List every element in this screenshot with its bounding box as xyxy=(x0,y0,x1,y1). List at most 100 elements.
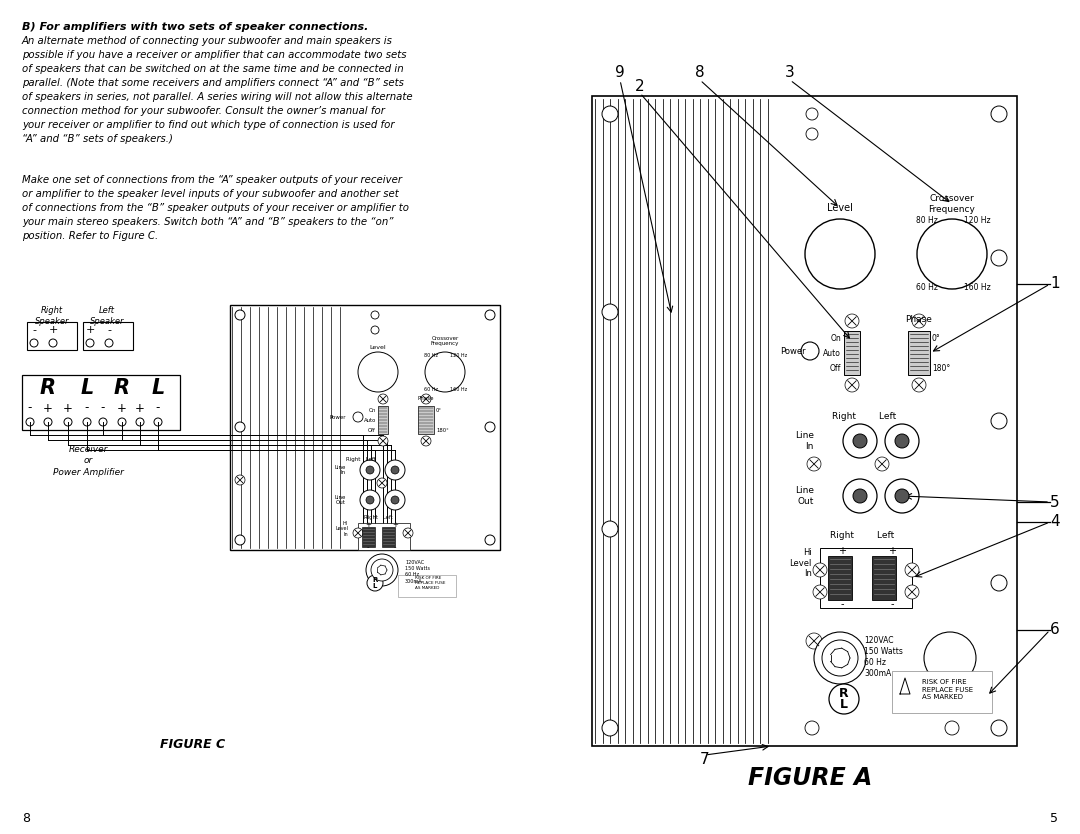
Bar xyxy=(592,96,1017,746)
Circle shape xyxy=(602,521,618,537)
Text: -: - xyxy=(394,544,396,550)
Circle shape xyxy=(384,490,405,510)
Bar xyxy=(382,527,395,547)
Text: Crossover
Frequency: Crossover Frequency xyxy=(431,335,459,346)
Circle shape xyxy=(806,128,818,140)
Circle shape xyxy=(360,460,380,480)
Circle shape xyxy=(912,314,926,328)
Circle shape xyxy=(366,496,374,504)
Text: L: L xyxy=(80,378,94,398)
Circle shape xyxy=(378,436,388,446)
Text: Right   Left: Right Left xyxy=(364,515,392,520)
Text: Off: Off xyxy=(368,428,376,433)
Bar xyxy=(843,331,860,375)
Circle shape xyxy=(136,418,144,426)
Circle shape xyxy=(991,575,1007,591)
Circle shape xyxy=(885,479,919,513)
Circle shape xyxy=(843,479,877,513)
Bar xyxy=(828,556,852,600)
Circle shape xyxy=(845,378,859,392)
Text: -: - xyxy=(100,401,105,414)
Text: 5: 5 xyxy=(1050,811,1058,825)
Text: L: L xyxy=(151,378,164,398)
Circle shape xyxy=(353,412,363,422)
Text: +: + xyxy=(117,401,127,414)
Text: Line
Out: Line Out xyxy=(335,495,346,505)
Bar xyxy=(908,331,930,375)
Circle shape xyxy=(403,528,413,538)
Circle shape xyxy=(372,326,379,334)
Circle shape xyxy=(813,563,827,577)
Circle shape xyxy=(801,342,819,360)
Circle shape xyxy=(991,250,1007,266)
Text: 6: 6 xyxy=(1050,622,1059,637)
Text: Left
Speaker: Left Speaker xyxy=(90,306,124,326)
Circle shape xyxy=(991,106,1007,122)
Text: On: On xyxy=(368,408,376,413)
Text: +: + xyxy=(43,401,53,414)
Circle shape xyxy=(813,585,827,599)
Text: RISK OF FIRE
REPLACE FUSE
AS MARKED: RISK OF FIRE REPLACE FUSE AS MARKED xyxy=(415,576,446,590)
Bar xyxy=(230,305,500,550)
Text: 7: 7 xyxy=(700,752,710,767)
Circle shape xyxy=(372,311,379,319)
Text: 8: 8 xyxy=(696,64,705,79)
Text: Make one set of connections from the “A” speaker outputs of your receiver
or amp: Make one set of connections from the “A”… xyxy=(22,175,409,241)
Bar xyxy=(378,406,388,434)
Circle shape xyxy=(602,304,618,320)
Text: 5: 5 xyxy=(1050,495,1059,510)
Text: 9: 9 xyxy=(616,64,625,79)
Circle shape xyxy=(118,418,126,426)
Circle shape xyxy=(807,457,821,471)
Text: +: + xyxy=(365,522,370,528)
Circle shape xyxy=(805,721,819,735)
Circle shape xyxy=(49,339,57,347)
Circle shape xyxy=(905,563,919,577)
Text: R: R xyxy=(40,378,56,398)
Text: +: + xyxy=(888,546,896,556)
Text: -: - xyxy=(85,401,90,414)
Text: 8: 8 xyxy=(22,811,30,825)
Text: Phase: Phase xyxy=(905,314,932,324)
Text: 120 Hz: 120 Hz xyxy=(450,353,468,358)
Bar xyxy=(820,548,912,608)
Bar xyxy=(399,575,456,597)
Circle shape xyxy=(485,310,495,320)
Bar xyxy=(892,671,993,713)
Text: 120VAC
150 Watts
60 Hz
300mA: 120VAC 150 Watts 60 Hz 300mA xyxy=(864,636,903,678)
Text: -: - xyxy=(840,599,843,609)
Circle shape xyxy=(64,418,72,426)
Circle shape xyxy=(805,219,875,289)
Circle shape xyxy=(895,489,909,503)
Text: 80 Hz: 80 Hz xyxy=(424,353,438,358)
Circle shape xyxy=(384,460,405,480)
Text: -: - xyxy=(28,401,32,414)
Text: RISK OF FIRE
REPLACE FUSE
AS MARKED: RISK OF FIRE REPLACE FUSE AS MARKED xyxy=(922,679,973,700)
Circle shape xyxy=(912,378,926,392)
Text: Line
Out: Line Out xyxy=(795,486,814,506)
Text: 180°: 180° xyxy=(932,364,950,373)
Circle shape xyxy=(814,632,866,684)
Circle shape xyxy=(105,339,113,347)
Circle shape xyxy=(235,422,245,432)
Text: +: + xyxy=(49,325,57,335)
Text: R: R xyxy=(113,378,130,398)
Circle shape xyxy=(83,418,91,426)
Text: +: + xyxy=(85,325,95,335)
Circle shape xyxy=(154,418,162,426)
Circle shape xyxy=(44,418,52,426)
Text: Line
In: Line In xyxy=(795,431,814,451)
Bar xyxy=(83,322,133,350)
Text: Right
Speaker: Right Speaker xyxy=(35,306,69,326)
Circle shape xyxy=(426,352,465,392)
Circle shape xyxy=(366,554,399,586)
Circle shape xyxy=(945,721,959,735)
Circle shape xyxy=(853,434,867,448)
Text: Right        Left: Right Left xyxy=(832,411,896,420)
Text: Right   Left: Right Left xyxy=(346,456,376,461)
Text: -: - xyxy=(890,599,894,609)
Text: 120VAC
150 Watts
60 Hz
300mA: 120VAC 150 Watts 60 Hz 300mA xyxy=(405,560,430,584)
Circle shape xyxy=(235,310,245,320)
Text: -: - xyxy=(107,325,111,335)
Bar xyxy=(22,375,180,430)
